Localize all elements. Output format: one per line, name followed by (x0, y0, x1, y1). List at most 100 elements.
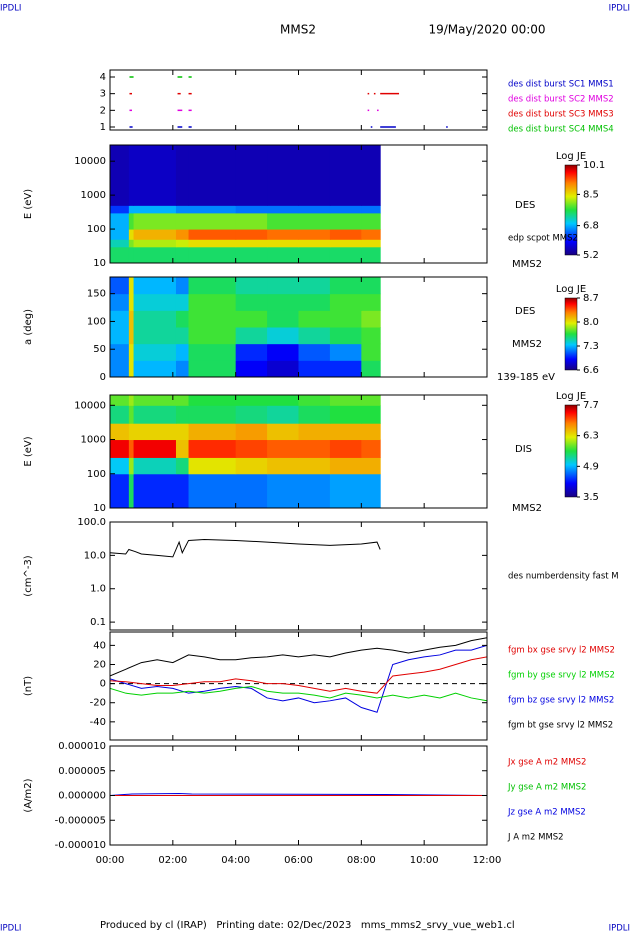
heatmap-cell (128, 395, 135, 406)
heatmap-cell (298, 405, 331, 424)
heatmap-cell (128, 277, 135, 295)
y-tick-label: 150 (87, 289, 106, 300)
heatmap-cell (267, 277, 299, 295)
heatmap-cell (329, 360, 362, 377)
heatmap-cell (175, 246, 190, 263)
heatmap-cell (329, 277, 362, 295)
heatmap-cell (329, 293, 362, 311)
corner-tag: IPDLI (0, 924, 21, 934)
heatmap-cell (329, 473, 362, 508)
colorbar-tick-label: 5.2 (583, 250, 599, 261)
y-axis-label: (cm^-3) (23, 555, 34, 596)
heatmap-cell (267, 293, 299, 311)
heatmap-cell (298, 205, 331, 214)
heatmap-cell (133, 310, 177, 328)
heatmap-cell (110, 310, 130, 328)
heatmap-cell (175, 145, 190, 206)
heatmap-cell (110, 423, 130, 441)
y-tick-label: 1.0 (90, 584, 106, 595)
heatmap-cell (361, 246, 381, 263)
heatmap-cell (361, 205, 381, 214)
heatmap-cell (235, 395, 268, 406)
heatmap-cell (175, 293, 190, 311)
heatmap-cell (188, 293, 237, 311)
legend-entry: des numberdensity fast M (508, 572, 619, 582)
heatmap-cell (188, 310, 237, 328)
colorbar (564, 297, 578, 371)
heatmap-cell (267, 327, 299, 345)
heatmap-cell (235, 473, 268, 508)
y-axis-label: a (deg) (23, 309, 34, 345)
x-tick-label: 12:00 (473, 855, 502, 866)
colorbar-tick-label: 10.1 (583, 160, 605, 171)
colorbar-title: Log JE (556, 284, 586, 295)
heatmap-cell (175, 343, 190, 361)
heatmap-cell (298, 423, 331, 441)
heatmap-cell (128, 145, 135, 206)
heatmap-cell (110, 293, 130, 311)
legend-entry: des dist burst SC4 MMS4 (508, 125, 614, 135)
plot-area (110, 637, 487, 713)
heatmap-cell (329, 343, 362, 361)
heatmap-cell (133, 439, 177, 458)
legend-entry: fgm bt gse srvy l2 MMS2 (508, 721, 613, 731)
heatmap-cell (188, 405, 237, 424)
heatmap-cell (110, 473, 130, 508)
y-tick-label: 10 (93, 503, 106, 514)
heatmap-cell (267, 229, 299, 240)
heatmap-cell (298, 439, 331, 458)
heatmap-cell (235, 229, 268, 240)
y-tick-label: -0.000010 (55, 840, 106, 851)
heatmap-cell (361, 310, 381, 328)
heatmap-cell (298, 145, 331, 206)
heatmap-cell (175, 327, 190, 345)
panel-frame (109, 69, 488, 131)
heatmap-cell (298, 293, 331, 311)
heatmap-cell (298, 395, 331, 406)
colorbar (564, 164, 578, 256)
colorbar (564, 404, 578, 498)
heatmap-cell (235, 327, 268, 345)
series-line (110, 656, 487, 694)
heatmap-cell (329, 145, 362, 206)
heatmap-cell (361, 457, 381, 475)
panel-annotation: DES (515, 306, 535, 317)
colorbar-title: Log JE (556, 151, 586, 162)
heatmap-cell (235, 343, 268, 361)
plot-area (110, 538, 381, 558)
heatmap-cell (267, 439, 299, 458)
heatmap-cell (361, 360, 381, 377)
colorbar-tick-label: 3.5 (583, 492, 599, 503)
heatmap-cell (329, 310, 362, 328)
heatmap-cell (110, 457, 130, 475)
heatmap-cell (329, 229, 362, 240)
panel-frame (109, 521, 488, 631)
plot-title: MMS2 (280, 23, 316, 37)
heatmap-cell (329, 439, 362, 458)
heatmap-cell (133, 229, 177, 240)
heatmap-cell (329, 239, 362, 248)
heatmap-cell (133, 343, 177, 361)
heatmap-cell (267, 212, 299, 230)
heatmap-cell (361, 423, 381, 441)
heatmap-cell (110, 327, 130, 345)
y-tick-label: 1000 (81, 190, 106, 201)
colorbar-tick-label: 8.0 (583, 317, 599, 328)
heatmap-cell (175, 277, 190, 295)
heatmap-cell (361, 293, 381, 311)
heatmap-cell (267, 145, 299, 206)
heatmap-cell (128, 343, 135, 361)
y-axis-label: (A/m2) (23, 778, 34, 812)
heatmap-cell (235, 310, 268, 328)
y-tick-label: 4 (100, 72, 106, 83)
heatmap-cell (298, 360, 331, 377)
heatmap-cell (128, 246, 135, 263)
legend-entry: des dist burst SC1 MMS1 (508, 80, 614, 90)
plot-area (129, 76, 448, 128)
y-tick-label: 50 (93, 344, 106, 355)
heatmap-cell (188, 327, 237, 345)
y-tick-label: 0 (100, 679, 106, 690)
y-tick-label: 40 (93, 640, 106, 651)
series-line (110, 538, 381, 558)
